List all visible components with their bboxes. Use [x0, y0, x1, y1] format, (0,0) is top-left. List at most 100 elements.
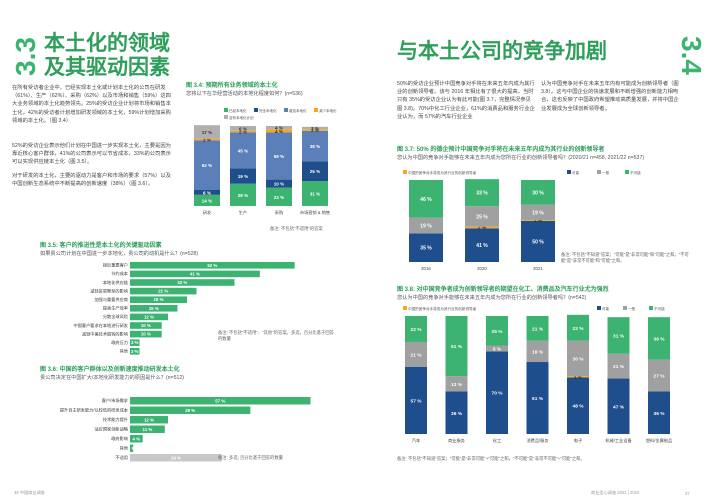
data-label: 21 % [532, 326, 544, 332]
legend-label: 一般 [602, 170, 610, 175]
data-label: 70 % [492, 391, 504, 397]
bar-segment [302, 126, 328, 130]
category-label: 提升自主研发能力/以较低的研发成本 [60, 407, 129, 414]
bar-segment [194, 138, 220, 141]
right-paragraph-2: 认为中国竞争对手在未来五年内有可能成为创新领导者（图 3.8）。这与中国企业的快… [541, 81, 679, 112]
data-label: 1 % [574, 375, 583, 381]
data-label: 2 % [203, 138, 211, 143]
legend-swatch [224, 108, 228, 112]
legend-swatch [597, 306, 601, 310]
tick-label: 电子 [574, 437, 582, 443]
tick-label: 2020 [477, 266, 487, 271]
tick-label: 2021 [533, 266, 543, 271]
data-label: 52 % [207, 263, 217, 268]
data-label: 13 % [451, 382, 463, 388]
bar-segment [445, 376, 468, 392]
category-label: 技术能力提升 [103, 416, 128, 423]
data-label: 25 % [492, 329, 504, 335]
tick-label: 商业服务 [448, 437, 466, 444]
tick-label: 研发 [203, 209, 212, 216]
bar-segment [648, 317, 670, 360]
bar [130, 406, 251, 414]
category-label: 分散全球风险 [103, 313, 129, 320]
category-label: 加强与重要供应商 [94, 296, 128, 303]
data-label: 62 % [202, 163, 212, 168]
data-label: 30 % [573, 356, 585, 362]
data-label: 12 % [144, 417, 154, 422]
data-label: 38 % [310, 144, 320, 149]
legend-swatch [403, 170, 407, 174]
data-label: 2 % [478, 226, 487, 232]
legend-label: 中国的竞争对手将成为其行业的创新领导者 [408, 170, 477, 175]
category-label: 客户/市场需求 [102, 397, 129, 404]
category-label: 节约成本 [111, 270, 129, 277]
data-label: 4 % [275, 126, 283, 131]
data-label: 50 % [532, 240, 544, 246]
legend-label: 不可能 [630, 170, 641, 175]
bar-segment [465, 228, 499, 262]
data-label: 31 % [613, 333, 625, 339]
data-label: 36 % [451, 411, 463, 417]
data-label: 19 % [420, 224, 432, 230]
legend-label: 增加本地化 [289, 108, 307, 113]
bar [130, 296, 187, 303]
legend-label: 不可能 [654, 306, 665, 311]
bar-segment [567, 340, 589, 377]
section-number-right: 3.4 [676, 36, 707, 75]
bar [130, 322, 162, 329]
bar-segment [607, 378, 630, 434]
bar-segment [302, 129, 328, 131]
legend-swatch [567, 170, 571, 174]
section-title-right: 与本土公司的竞争加剧 [397, 40, 607, 63]
data-label: 33 % [177, 280, 187, 285]
bar-segment [409, 180, 443, 218]
category-label: 政府压力 [111, 339, 128, 346]
legend-label: 一般 [628, 306, 636, 311]
fig36-note: 备注: 多选; 百分比基于回答的数量 [218, 455, 283, 460]
bar-segment [445, 391, 468, 434]
bar-segment [607, 317, 630, 354]
category-label: 适应国家创新战略 [94, 426, 128, 433]
bar-segment [194, 190, 220, 195]
data-label: 6 % [203, 190, 211, 195]
bar-segment [486, 351, 508, 434]
bar [130, 313, 168, 321]
category-label: 接近重要客户 [103, 262, 128, 269]
left-page: 3.3 本土化的领域 及其驱动因素 在所有受访者企业中，已经实现本土化或计划本土… [10, 32, 337, 495]
fig38-chart: 中国的竞争对手将成为其行业的创新领导者 可能 一般 不可能 57 % 21 % 22 % 汽车… [403, 306, 672, 444]
fig37-title: 图 3.7: 50% 的德企预计中国竞争对手将在未来五年内成为其行业的创新领导者 [397, 147, 605, 153]
bar [130, 262, 295, 269]
data-label: 21 % [613, 364, 625, 370]
data-label: 41 % [476, 243, 488, 249]
bar [130, 416, 168, 424]
data-label: 22 % [573, 326, 585, 332]
fig38-subtitle: 您认为中国的竞争对手能够在未来五年内成为您所在行业的创新领导者吗？(n=542) [397, 295, 587, 301]
bar-segment [465, 226, 499, 229]
legend-swatch [224, 115, 228, 119]
bar-segment [405, 316, 427, 342]
bar-segment [266, 129, 292, 133]
data-label: 1 % [128, 446, 136, 451]
data-label: 4 % [133, 436, 141, 441]
data-label: 5 % [493, 346, 502, 352]
data-label: 17 % [202, 130, 212, 135]
fig35-note: 备注: 不包括"不适用"、"其他"的答案。多选，百分比基于回答的数量 [218, 330, 334, 342]
data-label: 30 % [532, 190, 544, 196]
bar-segment [465, 179, 499, 207]
data-label: 3 % [311, 126, 319, 131]
category-label: 减轻贸易壁垒的影响 [90, 287, 128, 294]
data-label: 12 % [144, 314, 154, 319]
bar-segment [230, 130, 256, 133]
right-page: 与本土公司的竞争加剧 3.4 50%的受访企业预计中国竞争对手将在未来五年内成为… [355, 0, 710, 502]
legend-swatch [597, 170, 601, 174]
bar-segment [567, 314, 589, 341]
bar-segment [230, 132, 256, 169]
data-label: 2 % [239, 130, 247, 135]
data-label: 21 % [411, 352, 423, 358]
bar-segment [230, 168, 256, 184]
bar-segment [405, 341, 427, 367]
category-label: 提高生产效率 [103, 305, 128, 312]
tick-label: 市场营销 & 销售 [300, 209, 330, 216]
tick-label: 机械/工业设备 [605, 437, 632, 444]
bar-segment [230, 183, 256, 206]
